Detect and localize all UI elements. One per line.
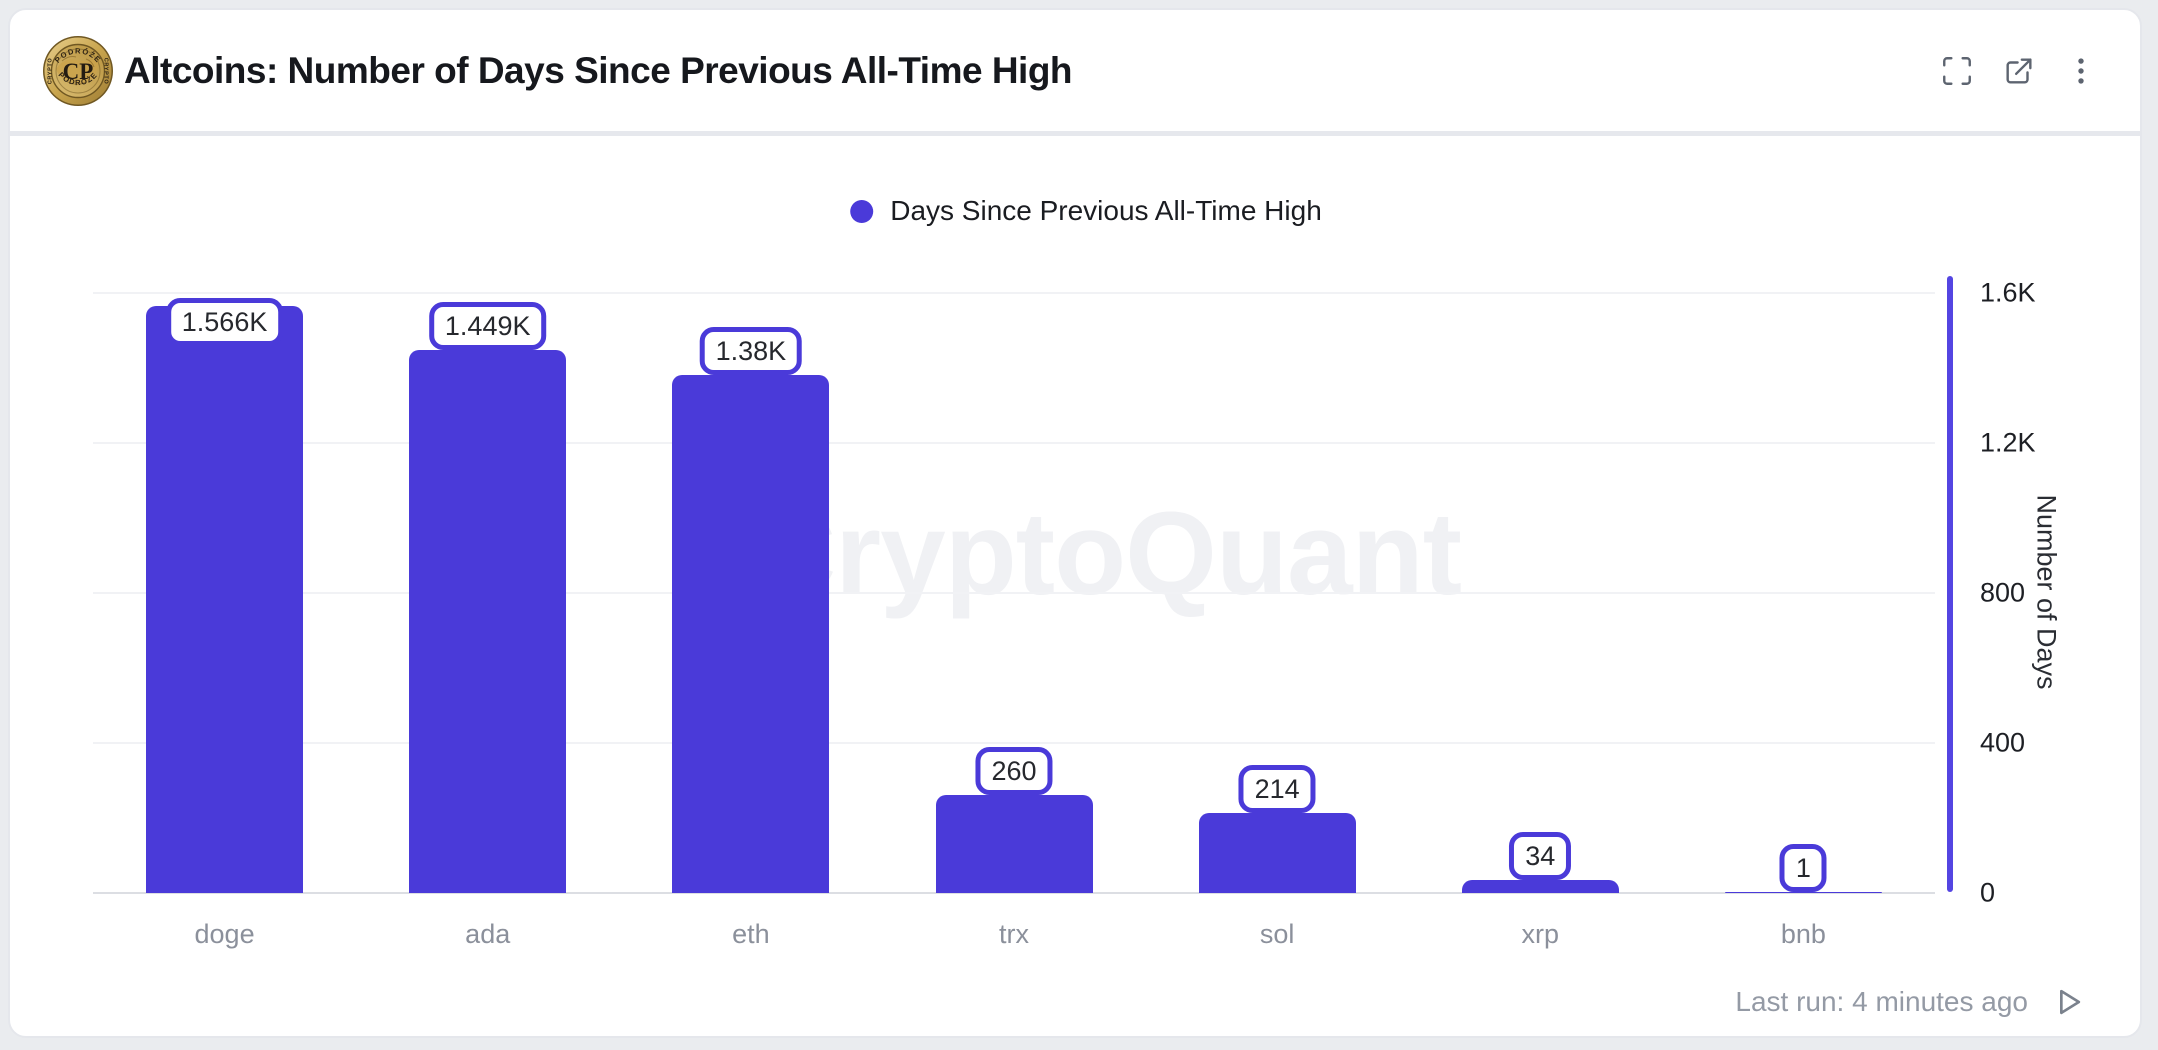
gridline (93, 592, 1935, 594)
more-options-button[interactable] (2062, 52, 2100, 90)
bar-sol[interactable] (1198, 813, 1356, 893)
svg-text:CP: CP (63, 59, 94, 84)
bar-value-label-sol: 214 (1238, 765, 1316, 813)
bar-eth[interactable] (672, 375, 830, 893)
bar-value-label-doge: 1.566K (165, 298, 284, 346)
y-tick-label-400: 400 (1980, 727, 2026, 758)
gridline (93, 442, 1935, 444)
x-tick-label-trx: trx (999, 919, 1029, 949)
legend-marker-icon (850, 199, 874, 223)
chart-card: PODRÓŻE PODRÓŻE CRYPTO CRYPTO CP Altcoin… (8, 8, 2142, 1038)
kebab-menu-icon (2078, 57, 2084, 84)
y-tick-label-800: 800 (1980, 577, 2026, 608)
play-icon (2060, 989, 2081, 1015)
card-header: PODRÓŻE PODRÓŻE CRYPTO CRYPTO CP Altcoin… (10, 10, 2140, 131)
bar-ada[interactable] (409, 350, 567, 893)
fullscreen-button[interactable] (1938, 52, 1976, 90)
svg-text:CRYPTO: CRYPTO (48, 57, 54, 84)
y-tick-label-0: 0 (1980, 877, 1996, 908)
chart-body: Days Since Previous All-Time High Crypto… (10, 136, 2140, 1036)
bar-bnb[interactable] (1724, 892, 1882, 893)
bar-value-label-ada: 1.449K (428, 302, 547, 350)
last-run-status: Last run: 4 minutes ago (1735, 982, 2088, 1022)
x-axis-baseline (93, 892, 1935, 894)
legend-item[interactable]: Days Since Previous All-Time High (850, 195, 1322, 227)
x-tick-label-ada: ada (465, 919, 511, 949)
page-title: Altcoins: Number of Days Since Previous … (124, 49, 1073, 91)
run-query-button[interactable] (2048, 982, 2088, 1022)
x-tick-label-bnb: bnb (1780, 919, 1826, 949)
crypto-podroze-coin-logo: PODRÓŻE PODRÓŻE CRYPTO CRYPTO CP (43, 35, 113, 106)
svg-text:CRYPTO: CRYPTO (103, 57, 109, 84)
x-tick-label-doge: doge (194, 919, 255, 949)
y-axis-line (1947, 276, 1953, 892)
bar-value-label-eth: 1.38K (699, 327, 803, 375)
external-link-icon (2006, 57, 2032, 84)
gridline (93, 742, 1935, 744)
bar-doge[interactable] (146, 306, 304, 893)
y-tick-label-1.6K: 1.6K (1980, 277, 2036, 308)
x-tick-label-xrp: xrp (1521, 919, 1560, 949)
open-external-button[interactable] (2000, 52, 2038, 90)
bar-value-label-bnb: 1 (1779, 844, 1827, 892)
plot-area: 1.566K doge 1.449K ada 1.38K eth 260 trx 214 sol 3… (93, 292, 1935, 949)
y-axis-title: Number of Days (2031, 494, 2062, 690)
gridline (93, 292, 1935, 294)
bar-value-label-trx: 260 (975, 747, 1053, 795)
bar-value-label-xrp: 34 (1509, 832, 1572, 880)
y-axis-ticks: 1.6K 1.2K 800 400 0 (1980, 278, 2090, 908)
fullscreen-icon (1943, 56, 1971, 85)
bar-xrp[interactable] (1461, 880, 1619, 893)
x-tick-label-sol: sol (1259, 919, 1295, 949)
last-run-text: Last run: 4 minutes ago (1735, 986, 2028, 1017)
y-tick-label-1.2K: 1.2K (1980, 427, 2036, 458)
bar-trx[interactable] (935, 795, 1093, 893)
header-divider (10, 131, 2140, 136)
legend-label: Days Since Previous All-Time High (890, 195, 1322, 226)
watermark: CryptoQuant (750, 488, 1462, 620)
x-tick-label-eth: eth (732, 919, 770, 949)
header-actions (1938, 52, 2100, 90)
